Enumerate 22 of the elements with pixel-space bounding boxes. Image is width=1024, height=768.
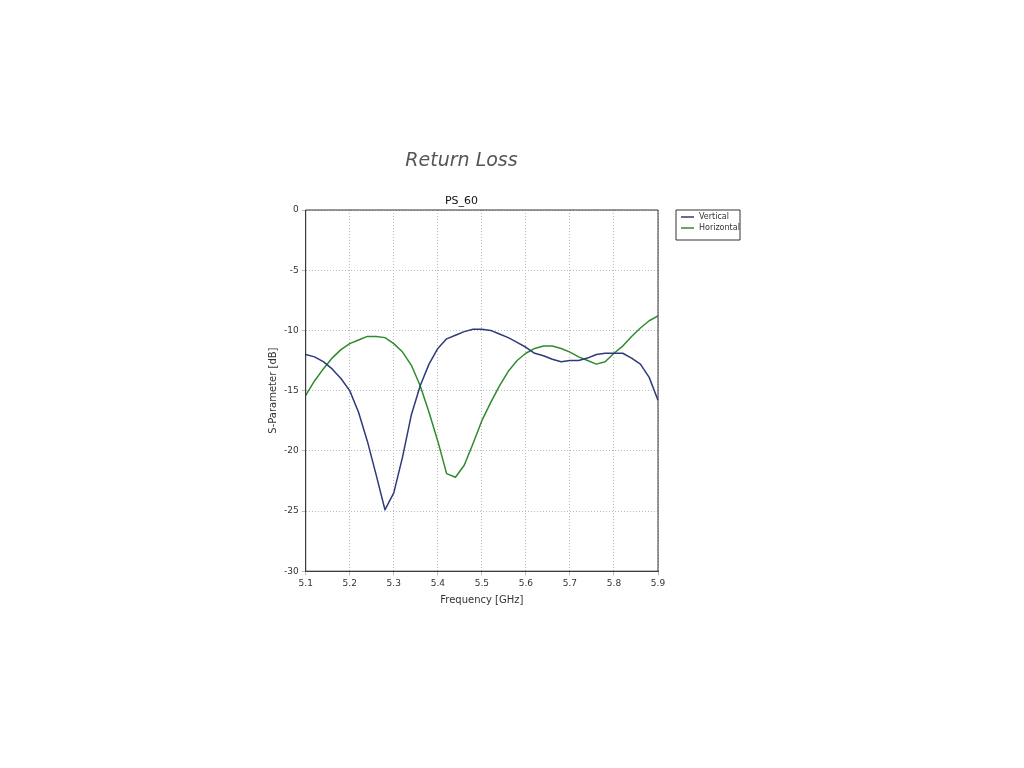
x-axis-title: Frequency [GHz] [440,593,524,605]
x-tick-label: 5.1 [298,577,313,588]
y-tick-label: -10 [284,324,299,335]
x-tick-label: 5.7 [562,577,578,588]
y-tick-label: 0 [292,204,299,215]
legend-label: Horizontal [699,223,740,233]
x-tick-label: 5.3 [386,577,401,588]
x-tick-label: 5.9 [650,577,666,588]
y-tick-label: -25 [284,505,299,516]
chart-title: Return Loss [405,148,518,171]
x-tick-label: 5.2 [342,577,357,588]
y-axis-title: S-Parameter [dB] [266,347,278,434]
x-tick-label: 5.6 [518,577,534,588]
y-tick-label: -20 [284,445,299,456]
chart-subtitle: PS_60 [444,194,479,208]
y-tick-label: -30 [284,565,299,576]
y-tick-label: -5 [289,264,299,275]
x-tick-label: 5.5 [474,577,490,588]
x-tick-label: 5.4 [430,577,446,588]
legend-label: Vertical [699,212,729,222]
x-tick-label: 5.8 [606,577,622,588]
y-tick-label: -15 [284,384,299,395]
